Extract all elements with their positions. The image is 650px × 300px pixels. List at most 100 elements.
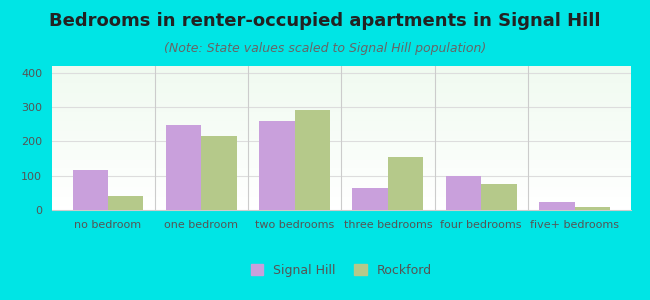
Bar <box>52 208 630 210</box>
Bar <box>52 163 630 164</box>
Bar <box>52 131 630 132</box>
Bar <box>52 98 630 99</box>
Bar <box>52 108 630 109</box>
Bar <box>166 125 202 210</box>
Bar <box>52 85 630 86</box>
Bar <box>52 119 630 121</box>
Bar <box>52 79 630 80</box>
Bar <box>52 72 630 73</box>
Bar <box>202 136 237 210</box>
Bar <box>52 141 630 142</box>
Bar <box>52 91 630 92</box>
Bar <box>52 93 630 95</box>
Bar <box>52 135 630 136</box>
Bar <box>259 121 294 210</box>
Bar <box>52 129 630 131</box>
Bar <box>52 187 630 188</box>
Bar <box>52 147 630 148</box>
Bar <box>52 69 630 70</box>
Bar <box>52 142 630 144</box>
Bar <box>52 144 630 145</box>
Bar <box>52 122 630 124</box>
Bar <box>52 100 630 102</box>
Bar <box>52 95 630 96</box>
Bar <box>52 194 630 196</box>
Bar <box>294 110 330 210</box>
Bar <box>52 204 630 206</box>
Bar <box>52 184 630 185</box>
Bar <box>52 138 630 140</box>
Bar <box>52 183 630 184</box>
Bar <box>52 170 630 171</box>
Bar <box>52 116 630 118</box>
Bar <box>52 171 630 172</box>
Bar <box>52 176 630 177</box>
Bar <box>52 180 630 181</box>
Bar <box>52 207 630 208</box>
Bar <box>388 157 423 210</box>
Bar <box>52 134 630 135</box>
Bar <box>52 188 630 190</box>
Bar <box>52 199 630 200</box>
Bar <box>539 202 575 210</box>
Bar <box>52 73 630 75</box>
Bar <box>52 145 630 147</box>
Bar <box>52 152 630 154</box>
Bar <box>52 197 630 199</box>
Bar <box>52 92 630 93</box>
Legend: Signal Hill, Rockford: Signal Hill, Rockford <box>244 257 438 283</box>
Bar <box>52 118 630 119</box>
Bar <box>52 106 630 108</box>
Bar <box>352 188 388 210</box>
Bar <box>52 112 630 113</box>
Bar <box>52 83 630 85</box>
Bar <box>52 181 630 183</box>
Bar <box>52 80 630 82</box>
Bar <box>52 168 630 170</box>
Bar <box>52 136 630 138</box>
Text: (Note: State values scaled to Signal Hill population): (Note: State values scaled to Signal Hil… <box>164 42 486 55</box>
Bar <box>52 128 630 129</box>
Bar <box>73 169 108 210</box>
Bar <box>52 124 630 125</box>
Bar <box>52 113 630 115</box>
Bar <box>52 185 630 187</box>
Bar <box>52 96 630 98</box>
Bar <box>52 203 630 204</box>
Bar <box>52 88 630 89</box>
Bar <box>52 70 630 72</box>
Bar <box>52 102 630 104</box>
Bar <box>52 66 630 68</box>
Bar <box>52 200 630 201</box>
Bar <box>52 157 630 158</box>
Bar <box>52 154 630 155</box>
Bar <box>446 176 481 210</box>
Bar <box>52 82 630 83</box>
Bar <box>52 109 630 111</box>
Bar <box>52 164 630 165</box>
Bar <box>52 89 630 91</box>
Bar <box>52 172 630 174</box>
Bar <box>481 184 517 210</box>
Bar <box>52 105 630 106</box>
Bar <box>52 149 630 151</box>
Bar <box>52 99 630 100</box>
Bar <box>52 121 630 122</box>
Bar <box>52 155 630 157</box>
Bar <box>52 103 630 105</box>
Bar <box>52 76 630 77</box>
Bar <box>52 161 630 163</box>
Bar <box>575 207 610 210</box>
Bar <box>52 125 630 127</box>
Bar <box>52 127 630 128</box>
Bar <box>52 158 630 160</box>
Bar <box>52 177 630 178</box>
Bar <box>52 167 630 168</box>
Bar <box>108 196 144 210</box>
Bar <box>52 151 630 152</box>
Bar <box>52 190 630 191</box>
Text: Bedrooms in renter-occupied apartments in Signal Hill: Bedrooms in renter-occupied apartments i… <box>49 12 601 30</box>
Bar <box>52 148 630 149</box>
Bar <box>52 86 630 88</box>
Bar <box>52 191 630 193</box>
